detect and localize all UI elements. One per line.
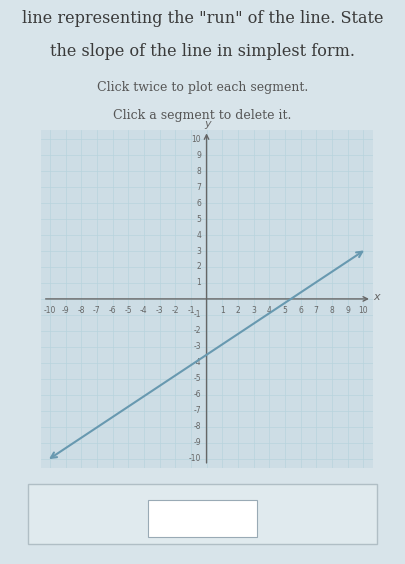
Text: 8: 8 xyxy=(330,306,334,315)
Text: 2: 2 xyxy=(196,262,201,271)
Text: 3: 3 xyxy=(251,306,256,315)
Text: -6: -6 xyxy=(109,306,116,315)
Text: Click a segment to delete it.: Click a segment to delete it. xyxy=(113,109,292,122)
Text: 8: 8 xyxy=(196,167,201,176)
Text: -4: -4 xyxy=(194,358,201,367)
Text: -6: -6 xyxy=(194,390,201,399)
Text: the slope of the line in simplest form.: the slope of the line in simplest form. xyxy=(50,43,355,60)
Text: 5: 5 xyxy=(196,215,201,223)
FancyBboxPatch shape xyxy=(148,500,257,537)
Text: -5: -5 xyxy=(124,306,132,315)
Text: -4: -4 xyxy=(140,306,148,315)
Text: 3: 3 xyxy=(196,246,201,255)
FancyBboxPatch shape xyxy=(28,484,377,544)
Text: y: y xyxy=(205,120,211,129)
Text: 5: 5 xyxy=(282,306,287,315)
Text: x: x xyxy=(373,292,379,302)
Text: 10: 10 xyxy=(358,306,368,315)
Text: 1: 1 xyxy=(220,306,225,315)
Text: -10: -10 xyxy=(44,306,56,315)
Text: -2: -2 xyxy=(171,306,179,315)
Text: 2: 2 xyxy=(235,306,240,315)
Text: 9: 9 xyxy=(345,306,350,315)
Text: -8: -8 xyxy=(77,306,85,315)
Text: -7: -7 xyxy=(194,406,201,415)
Text: -1: -1 xyxy=(187,306,195,315)
Text: 6: 6 xyxy=(298,306,303,315)
Text: -5: -5 xyxy=(194,374,201,383)
Text: Click twice to plot each segment.: Click twice to plot each segment. xyxy=(97,81,308,94)
Text: 4: 4 xyxy=(196,231,201,240)
Text: -3: -3 xyxy=(194,342,201,351)
Text: -1: -1 xyxy=(194,310,201,319)
Text: -10: -10 xyxy=(189,454,201,463)
Text: -8: -8 xyxy=(194,422,201,431)
Text: -7: -7 xyxy=(93,306,101,315)
Text: 1: 1 xyxy=(196,279,201,288)
Text: 9: 9 xyxy=(196,151,201,160)
Text: -9: -9 xyxy=(62,306,69,315)
Text: 4: 4 xyxy=(267,306,272,315)
Text: 7: 7 xyxy=(196,183,201,192)
Text: -2: -2 xyxy=(194,327,201,336)
Text: 6: 6 xyxy=(196,199,201,208)
Text: 7: 7 xyxy=(314,306,319,315)
Text: -3: -3 xyxy=(156,306,163,315)
Text: line representing the "run" of the line. State: line representing the "run" of the line.… xyxy=(22,10,383,27)
Text: 10: 10 xyxy=(192,135,201,144)
Text: -9: -9 xyxy=(194,438,201,447)
